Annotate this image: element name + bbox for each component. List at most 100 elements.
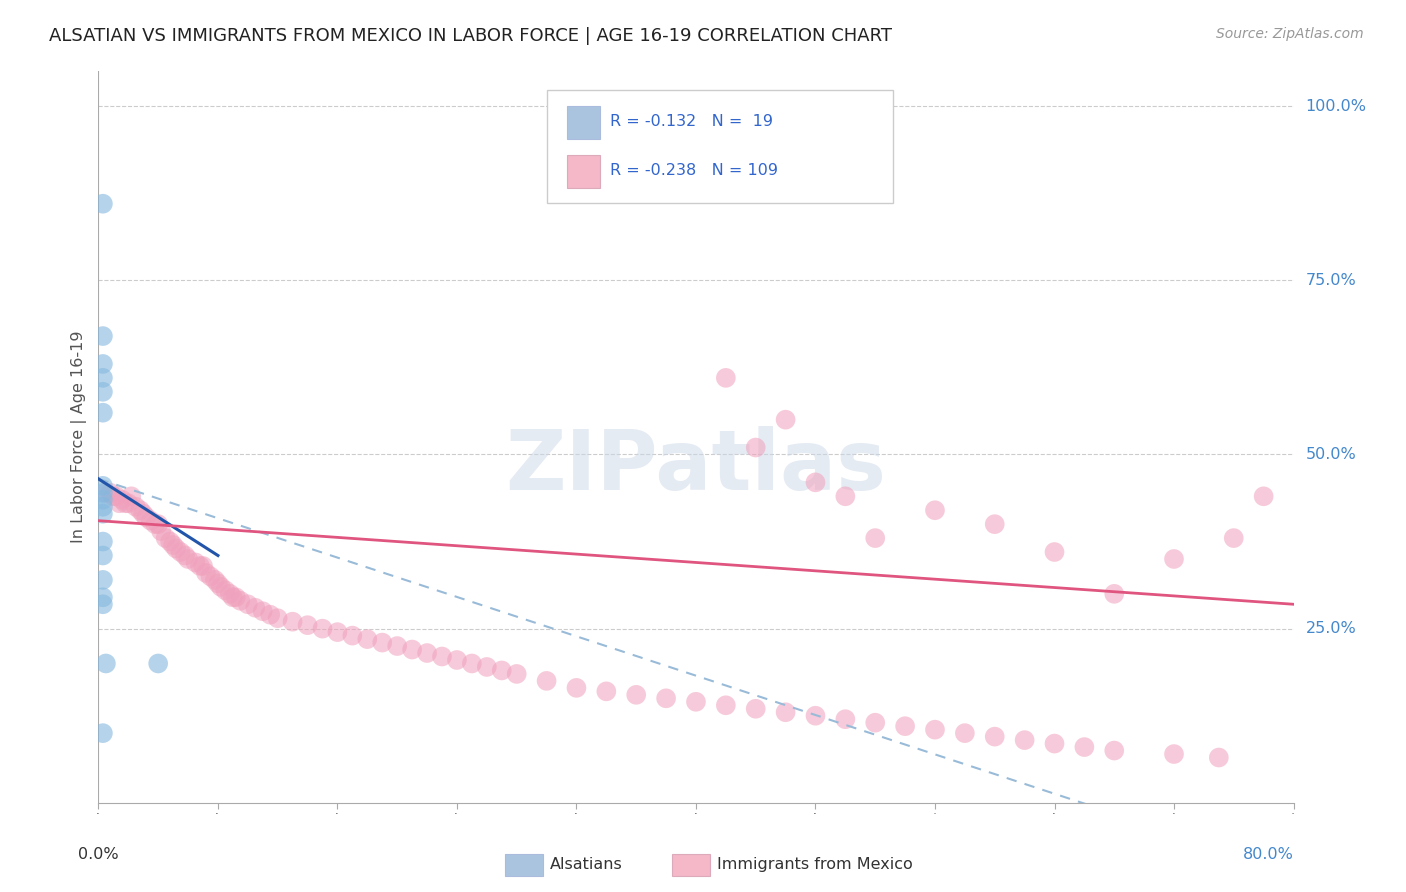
Point <box>385 639 409 653</box>
Point <box>416 646 439 660</box>
Point <box>446 653 468 667</box>
Point <box>1104 743 1126 757</box>
Point <box>169 545 191 559</box>
Point <box>371 635 394 649</box>
Point <box>209 580 232 594</box>
Point <box>326 625 349 640</box>
Point <box>191 558 214 573</box>
Point <box>188 558 211 573</box>
Point <box>174 549 197 563</box>
Point <box>135 510 157 524</box>
Point <box>103 489 125 503</box>
Text: 25.0%: 25.0% <box>1305 621 1357 636</box>
Point <box>1253 489 1275 503</box>
Point <box>91 597 114 611</box>
Point <box>714 371 737 385</box>
Point <box>1073 740 1095 755</box>
Point <box>865 531 887 545</box>
Point <box>1014 733 1036 747</box>
Point <box>150 524 173 538</box>
Point <box>91 507 114 521</box>
Point <box>91 329 114 343</box>
Point <box>491 664 513 678</box>
Point <box>94 657 117 671</box>
Point <box>1163 747 1185 761</box>
Point <box>91 357 114 371</box>
Point <box>342 629 364 643</box>
Point <box>91 492 114 507</box>
Point <box>214 583 236 598</box>
Point <box>624 688 647 702</box>
FancyBboxPatch shape <box>547 90 893 203</box>
Bar <box>672 854 710 876</box>
Point <box>139 514 162 528</box>
Bar <box>567 155 600 188</box>
Point <box>177 552 200 566</box>
Bar <box>505 854 543 876</box>
Point <box>204 573 226 587</box>
Point <box>162 538 184 552</box>
Point <box>148 517 170 532</box>
Point <box>267 611 290 625</box>
Point <box>1043 737 1066 751</box>
Point <box>120 489 142 503</box>
Point <box>184 556 207 570</box>
Point <box>98 485 122 500</box>
Point <box>775 412 797 426</box>
Point <box>252 604 274 618</box>
Point <box>1104 587 1126 601</box>
Point <box>114 496 136 510</box>
Point <box>200 569 222 583</box>
Point <box>775 705 797 719</box>
Point <box>91 573 114 587</box>
Point <box>953 726 976 740</box>
Text: R = -0.132   N =  19: R = -0.132 N = 19 <box>610 113 773 128</box>
Point <box>129 503 152 517</box>
Point <box>91 479 114 493</box>
Point <box>834 489 856 503</box>
Text: ZIPatlas: ZIPatlas <box>506 425 886 507</box>
Point <box>91 726 114 740</box>
Text: Source: ZipAtlas.com: Source: ZipAtlas.com <box>1216 27 1364 41</box>
Point <box>225 591 247 605</box>
Point <box>983 517 1005 532</box>
Point <box>125 500 148 514</box>
Point <box>401 642 423 657</box>
Point <box>111 492 134 507</box>
Point <box>91 591 114 605</box>
Y-axis label: In Labor Force | Age 16-19: In Labor Force | Age 16-19 <box>72 331 87 543</box>
Point <box>229 594 252 608</box>
Point <box>595 684 617 698</box>
Point <box>311 622 333 636</box>
Point <box>536 673 558 688</box>
Point <box>91 196 114 211</box>
Point <box>1163 552 1185 566</box>
Point <box>132 507 155 521</box>
Point <box>461 657 484 671</box>
Point <box>714 698 737 713</box>
Point <box>207 576 229 591</box>
Point <box>245 600 267 615</box>
Point <box>1043 545 1066 559</box>
Point <box>155 531 177 545</box>
Point <box>655 691 678 706</box>
Bar <box>567 106 600 138</box>
Text: 0.0%: 0.0% <box>79 847 118 862</box>
Point <box>430 649 453 664</box>
Point <box>219 587 242 601</box>
Point <box>983 730 1005 744</box>
Point <box>924 723 946 737</box>
Point <box>685 695 707 709</box>
Point <box>745 441 768 455</box>
Point <box>894 719 917 733</box>
Text: Immigrants from Mexico: Immigrants from Mexico <box>717 857 914 872</box>
Point <box>108 496 131 510</box>
Point <box>91 534 114 549</box>
Point <box>165 541 187 556</box>
Point <box>91 485 114 500</box>
Point <box>356 632 378 646</box>
Point <box>506 667 529 681</box>
Text: 75.0%: 75.0% <box>1305 273 1357 288</box>
Point <box>105 489 128 503</box>
Point <box>1208 750 1230 764</box>
